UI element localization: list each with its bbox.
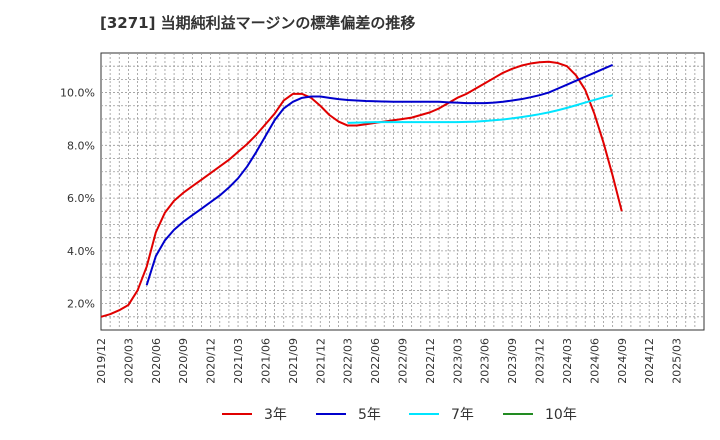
x-tick-label: 2025/03 — [671, 338, 684, 384]
x-tick-label: 2023/09 — [506, 338, 519, 384]
x-tick-label: 2022/12 — [424, 338, 437, 384]
x-tick-label: 2020/12 — [205, 338, 218, 384]
y-tick-label: 2.0% — [67, 298, 95, 311]
x-tick-label: 2024/03 — [561, 338, 574, 384]
x-tick-label: 2024/09 — [616, 338, 629, 384]
x-tick-label: 2020/09 — [177, 338, 190, 384]
y-tick-label: 10.0% — [60, 87, 95, 100]
x-tick-label: 2020/03 — [122, 338, 135, 384]
legend-label: 7年 — [451, 407, 474, 423]
x-tick-label: 2024/06 — [588, 338, 601, 384]
legend-label: 10年 — [545, 407, 577, 423]
x-tick-label: 2021/09 — [287, 338, 300, 384]
x-tick-label: 2021/06 — [259, 338, 272, 384]
x-tick-label: 2020/06 — [150, 338, 163, 384]
x-tick-label: 2021/12 — [314, 338, 327, 384]
x-tick-label: 2023/03 — [451, 338, 464, 384]
y-tick-label: 4.0% — [67, 245, 95, 258]
x-tick-label: 2023/06 — [479, 338, 492, 384]
legend-label: 5年 — [358, 407, 381, 423]
axis-ticks: 2.0% 4.0% 6.0% 8.0% 10.0% 2019/12 2020/03 2020/… — [60, 87, 684, 384]
chart-title: [3271] 当期純利益マージンの標準偏差の推移 — [100, 14, 416, 32]
legend: 3年 5年 7年 10年 — [222, 407, 577, 423]
x-tick-label: 2022/06 — [369, 338, 382, 384]
series-line-3年 — [100, 60, 623, 318]
series-line-7年 — [347, 94, 613, 124]
plot-area — [100, 52, 705, 331]
y-tick-label: 8.0% — [67, 139, 95, 152]
series-line-5年 — [145, 63, 614, 286]
x-tick-label: 2022/09 — [397, 338, 410, 384]
x-tick-label: 2019/12 — [95, 338, 108, 384]
legend-label: 3年 — [264, 407, 287, 423]
x-tick-label: 2021/03 — [232, 338, 245, 384]
x-tick-label: 2024/12 — [643, 338, 656, 384]
x-tick-label: 2023/12 — [534, 338, 547, 384]
y-tick-label: 6.0% — [67, 192, 95, 205]
series-lines — [100, 60, 623, 318]
x-tick-label: 2022/03 — [342, 338, 355, 384]
